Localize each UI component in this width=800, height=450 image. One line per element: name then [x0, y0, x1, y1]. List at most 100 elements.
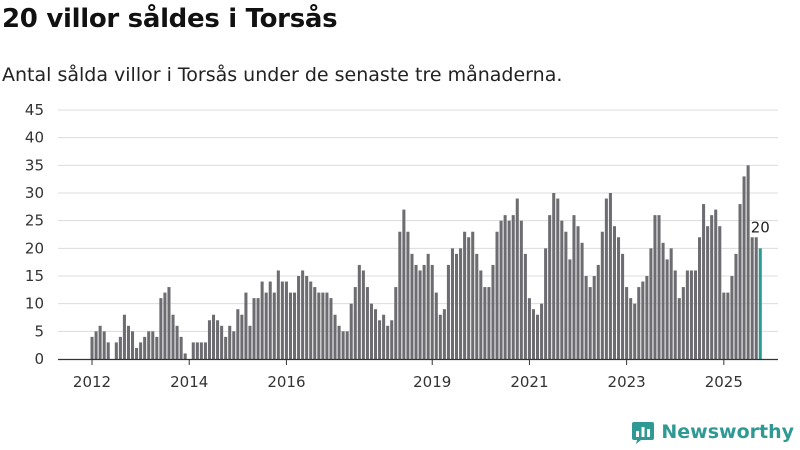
bar: [183, 353, 187, 359]
y-tick-label: 5: [34, 322, 44, 340]
bar: [418, 270, 422, 359]
bar: [171, 314, 175, 359]
bar: [309, 281, 313, 359]
y-tick-label: 35: [25, 156, 44, 174]
bar: [90, 336, 94, 359]
bar: [341, 331, 345, 359]
bar: [693, 270, 697, 359]
x-tick-label: 2021: [510, 373, 548, 391]
bar: [402, 209, 406, 359]
y-tick-label: 25: [25, 212, 44, 230]
y-tick: 25: [25, 212, 44, 230]
bar: [548, 215, 552, 359]
bar: [301, 270, 305, 359]
x-tick-label: 2025: [705, 373, 743, 391]
bar: [718, 226, 722, 359]
y-tick: 20: [25, 239, 44, 257]
y-tick-label: 0: [34, 350, 44, 368]
newsworthy-logo-icon: [632, 422, 655, 444]
data-labels: 20: [751, 218, 770, 236]
x-tick-label: 2014: [170, 373, 208, 391]
bar: [329, 298, 333, 359]
newsworthy-logo[interactable]: Newsworthy: [631, 420, 794, 444]
bar: [734, 253, 738, 359]
bar: [438, 314, 442, 359]
y-tick: 0: [34, 350, 44, 368]
bar: [357, 264, 361, 359]
bar: [260, 281, 264, 359]
bar: [114, 342, 118, 359]
bar: [264, 292, 268, 359]
y-tick-label: 10: [25, 295, 44, 313]
bar: [398, 231, 402, 359]
bar: [592, 276, 596, 359]
bar: [203, 342, 207, 359]
bar: [702, 204, 706, 359]
bar: [625, 287, 629, 359]
bar: [471, 231, 475, 359]
bar: [305, 276, 309, 359]
bar: [568, 259, 572, 359]
bar: [450, 248, 454, 359]
bar: [345, 331, 349, 359]
bar: [560, 220, 564, 359]
bar: [612, 226, 616, 359]
bar: [661, 242, 665, 359]
y-tick-label: 15: [25, 267, 44, 285]
x-axis: 2012 2014 2016 2019 2021 2023 2025: [58, 358, 778, 391]
bar: [163, 292, 167, 359]
bar: [540, 303, 544, 359]
bar: [621, 253, 625, 359]
bar: [750, 237, 754, 359]
bar: [572, 215, 576, 359]
bar: [333, 314, 337, 359]
bar: [244, 292, 248, 359]
bar: [681, 287, 685, 359]
x-tick: 2014: [170, 359, 208, 391]
bar: [317, 292, 321, 359]
bar: [236, 309, 240, 359]
x-tick: 2021: [510, 359, 549, 391]
bar: [361, 270, 365, 359]
bar: [758, 248, 762, 359]
bar: [232, 331, 236, 359]
bar: [122, 314, 126, 359]
bar: [669, 248, 673, 359]
bar: [442, 309, 446, 359]
bar: [422, 264, 426, 359]
bar: [252, 298, 256, 359]
bar: [248, 325, 252, 359]
x-tick: 2023: [608, 359, 646, 391]
bar: [256, 298, 260, 359]
bar: [195, 342, 199, 359]
bar: [536, 314, 540, 359]
bar: [434, 292, 438, 359]
bar: [519, 220, 523, 359]
bar: [268, 281, 272, 359]
bar: [143, 336, 147, 359]
bar: [426, 253, 430, 359]
bar: [313, 287, 317, 359]
bar: [220, 325, 224, 359]
bar: [365, 287, 369, 359]
bar: [212, 314, 216, 359]
bar: [564, 231, 568, 359]
bar: [608, 193, 612, 359]
bar: [446, 264, 450, 359]
bar: [276, 270, 280, 359]
bar: [118, 336, 122, 359]
bar: [102, 331, 106, 359]
bar: [155, 336, 159, 359]
bar: [746, 165, 750, 359]
bar: [135, 347, 139, 359]
bar: [491, 264, 495, 359]
bar: [337, 325, 341, 359]
bar: [463, 231, 467, 359]
bar: [159, 298, 163, 359]
bar: [706, 226, 710, 359]
bar: [430, 264, 434, 359]
bar: [556, 198, 560, 359]
bar: [742, 176, 746, 359]
y-tick: 35: [25, 156, 44, 174]
